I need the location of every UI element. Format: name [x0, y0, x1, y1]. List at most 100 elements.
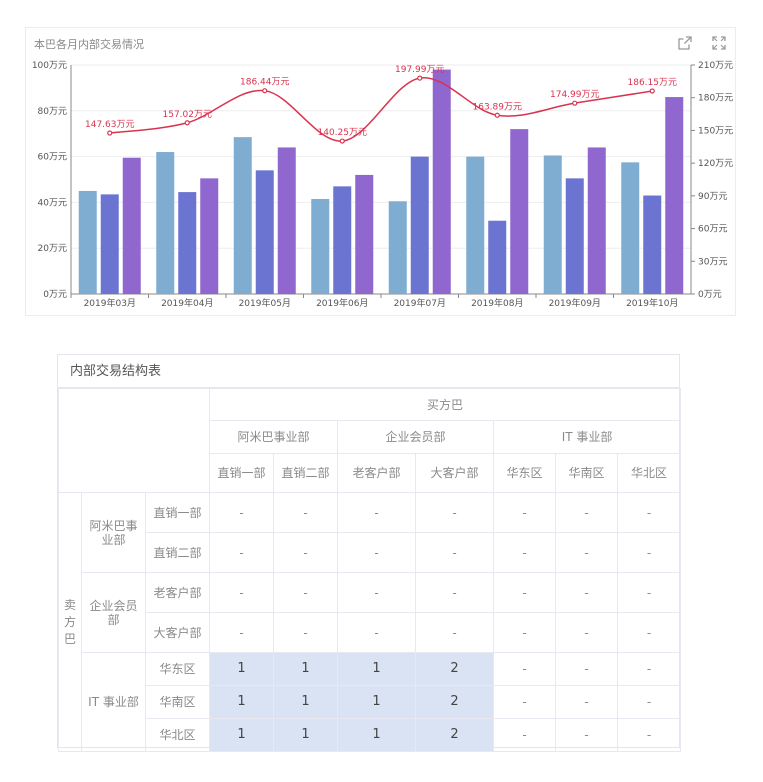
series-line — [109, 77, 653, 142]
bar — [178, 192, 197, 294]
y-right-tick-label: 0万元 — [698, 290, 722, 300]
x-tick-label: 2019年05月 — [239, 297, 291, 309]
matrix-cell: - — [555, 532, 619, 573]
line-data-label: 147.63万元 — [85, 120, 135, 130]
y-right-tick-label: 60万元 — [698, 225, 727, 235]
matrix-cell: - — [415, 492, 495, 533]
matrix-cell: 1 — [337, 652, 417, 686]
line-data-label: 140.25万元 — [318, 128, 368, 138]
matrix-cell: - — [493, 652, 557, 686]
line-data-label: 163.89万元 — [473, 102, 523, 112]
x-tick-label: 2019年09月 — [549, 297, 601, 309]
bar — [488, 220, 507, 294]
matrix-cell: - — [273, 532, 339, 573]
matrix-cell: 1 — [209, 685, 275, 719]
line-data-label: 186.44万元 — [240, 78, 290, 88]
y-right-tick-label: 150万元 — [698, 126, 733, 136]
matrix-cell: - — [209, 492, 275, 533]
matrix-cell: - — [555, 685, 619, 719]
matrix-cell: - — [555, 652, 619, 686]
seller-unit-header: 直销一部 — [144, 492, 211, 533]
buyer-unit-header: 华南区 — [555, 453, 619, 493]
y-right-tick-label: 180万元 — [698, 94, 733, 104]
bar — [200, 178, 219, 294]
matrix-cell: - — [273, 612, 339, 653]
line-point — [417, 75, 423, 81]
matrix-cell: - — [493, 572, 557, 613]
buyer-group-header: IT 事业部 — [493, 420, 682, 454]
bar — [543, 155, 562, 294]
matrix-cell: - — [337, 532, 417, 573]
y-left-tick-label: 80万元 — [38, 107, 67, 117]
matrix-cell: - — [273, 492, 339, 533]
matrix-cell: 1 — [337, 718, 417, 752]
matrix-cell: - — [337, 612, 417, 653]
chart-card: 0万元 20万元 40万元 60万元 80万元 100万元 0万元 30万元 60万元 90万元 1… — [25, 27, 736, 316]
seller-group-header: 阿米巴事业部 — [81, 492, 146, 573]
y-right-tick-label: 120万元 — [698, 159, 733, 169]
buyer-group-header: 阿米巴事业部 — [209, 420, 339, 454]
buyer-unit-header: 华东区 — [493, 453, 557, 493]
bar — [643, 195, 662, 294]
corner-cell — [57, 388, 211, 493]
matrix-cell: - — [209, 532, 275, 573]
trade-matrix-table: 买方巴 阿米巴事业部 企业会员部 IT 事业部 直销一部 直销二部 老客户部 大客户部 华东区华… — [57, 388, 682, 752]
bar — [410, 156, 429, 294]
seller-unit-header: 大客户部 — [144, 612, 211, 653]
bar — [355, 174, 374, 294]
line-point — [339, 138, 345, 144]
line-point — [494, 112, 500, 118]
matrix-cell: 1 — [273, 652, 339, 686]
bar — [388, 201, 407, 294]
x-tick-label: 2019年07月 — [394, 297, 446, 309]
seller-unit-header: 老客户部 — [144, 572, 211, 613]
bar — [100, 194, 119, 294]
chart-title: 本巴各月内部交易情况 — [34, 38, 144, 51]
y-left-tick-label: 60万元 — [38, 153, 67, 163]
bar — [333, 186, 352, 294]
share-icon[interactable] — [677, 35, 693, 51]
x-tick-label: 2019年04月 — [161, 297, 213, 309]
matrix-cell: - — [415, 612, 495, 653]
bar — [255, 170, 274, 294]
x-tick-label: 2019年03月 — [84, 297, 136, 309]
matrix-cell: - — [493, 685, 557, 719]
line-point — [262, 88, 268, 94]
seller-unit-header: 华南区 — [144, 685, 211, 719]
matrix-cell: - — [337, 492, 417, 533]
table-card: 内部交易结构表 买方巴 阿米巴事业部 企业会员部 IT 事业部 直销一部 直销二部 老客户部… — [57, 354, 682, 752]
x-tick-label: 2019年06月 — [316, 297, 368, 309]
matrix-cell: 2 — [415, 652, 495, 686]
matrix-cell: 1 — [273, 685, 339, 719]
line-data-label: 174.99万元 — [550, 90, 600, 100]
matrix-cell: - — [209, 572, 275, 613]
bar — [621, 162, 640, 294]
line-point — [184, 120, 190, 126]
line-point — [649, 88, 655, 94]
line-point — [107, 130, 113, 136]
bar — [156, 152, 175, 294]
bar — [510, 129, 529, 294]
matrix-cell: - — [273, 572, 339, 613]
buyer-unit-header: 华北区 — [617, 453, 682, 493]
bar — [311, 198, 330, 294]
matrix-cell: - — [337, 572, 417, 613]
buyer-group-header: 企业会员部 — [337, 420, 495, 454]
buyer-unit-header: 大客户部 — [415, 453, 495, 493]
y-left-tick-label: 100万元 — [32, 61, 67, 71]
matrix-cell: 1 — [337, 685, 417, 719]
y-right-tick-label: 90万元 — [698, 192, 727, 202]
y-left-tick-label: 0万元 — [43, 290, 67, 300]
matrix-cell: 1 — [209, 652, 275, 686]
bar — [122, 157, 141, 294]
matrix-cell: - — [555, 572, 619, 613]
matrix-cell: 2 — [415, 718, 495, 752]
x-tick-label: 2019年10月 — [626, 297, 678, 309]
bar — [432, 69, 451, 294]
matrix-cell: - — [493, 532, 557, 573]
line-data-label: 157.02万元 — [163, 110, 213, 120]
matrix-cell: - — [555, 718, 619, 752]
expand-icon[interactable] — [711, 35, 727, 51]
x-tick-label: 2019年08月 — [471, 297, 523, 309]
bar — [466, 156, 485, 294]
